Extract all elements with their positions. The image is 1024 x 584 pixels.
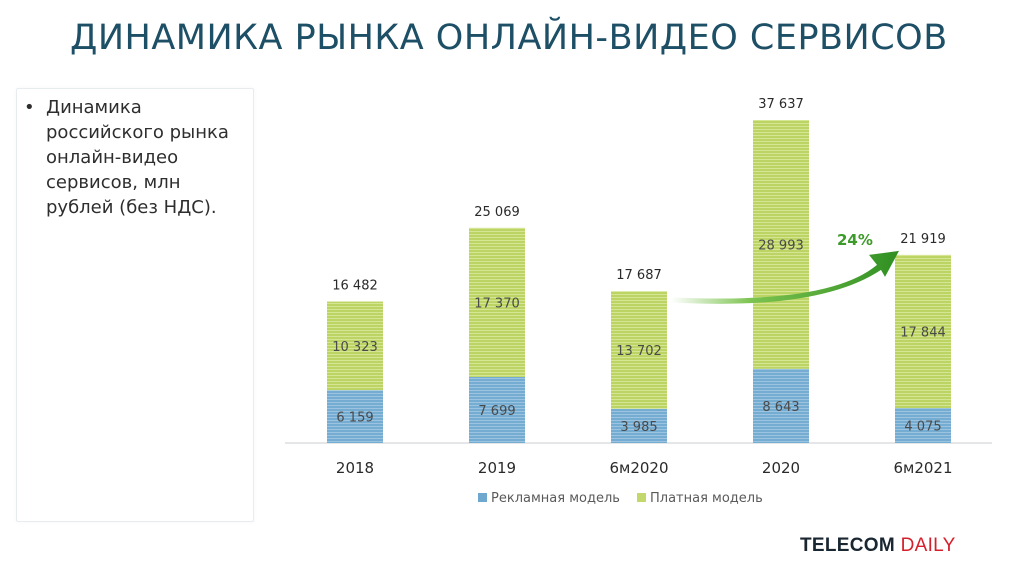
x-tick-label-4: 6м2021 [893,459,952,477]
data-label-paid-4: 17 844 [900,325,946,340]
bullet-dot: • [24,97,35,118]
x-tick-label-2: 6м2020 [609,459,668,477]
bar-paid-2 [611,291,667,409]
legend-label-0: Рекламная модель [491,491,620,506]
x-tick-label-0: 2018 [336,459,374,477]
bar-ad-2 [611,408,667,443]
bar-paid-1 [469,227,525,377]
legend-swatch-1 [637,493,646,502]
data-label-paid-2: 13 702 [616,344,662,359]
growth-annotation-label: 24% [837,231,873,249]
bullet-item: • Динамика российского рынка онлайн-виде… [24,95,234,220]
side-panel [16,88,254,522]
total-label-4: 21 919 [900,232,946,247]
brand-part2: DAILY [900,535,956,556]
data-label-paid-1: 17 370 [474,296,520,311]
growth-arrow [671,250,899,304]
total-label-1: 25 069 [474,205,520,220]
bar-ad-0 [327,390,383,443]
bar-ad-3 [753,368,809,443]
data-label-ad-1: 7 699 [478,404,515,419]
data-label-ad-4: 4 075 [904,420,941,435]
total-label-2: 17 687 [616,268,662,283]
bar-paid-0 [327,301,383,391]
data-label-ad-3: 8 643 [762,400,799,415]
x-tick-label-3: 2020 [762,459,800,477]
total-label-0: 16 482 [332,279,378,294]
data-label-ad-2: 3 985 [620,420,657,435]
legend-label-1: Платная модель [650,491,763,506]
brand-logo: TELECOM DAILY [800,535,956,557]
slide-title: ДИНАМИКА РЫНКА ОНЛАЙН-ВИДЕО СЕРВИСОВ [70,18,948,58]
bar-ad-1 [469,376,525,443]
legend-swatch-0 [478,493,487,502]
data-label-paid-3: 28 993 [758,238,804,253]
x-tick-label-1: 2019 [478,459,516,477]
bullet-text: Динамика российского рынка онлайн-видео … [46,97,229,218]
data-label-paid-0: 10 323 [332,340,378,355]
brand-part1: TELECOM [800,535,895,556]
data-label-ad-0: 6 159 [336,411,373,426]
bar-paid-4 [895,254,951,409]
total-label-3: 37 637 [758,97,804,112]
bar-ad-4 [895,408,951,443]
bar-paid-3 [753,120,809,369]
